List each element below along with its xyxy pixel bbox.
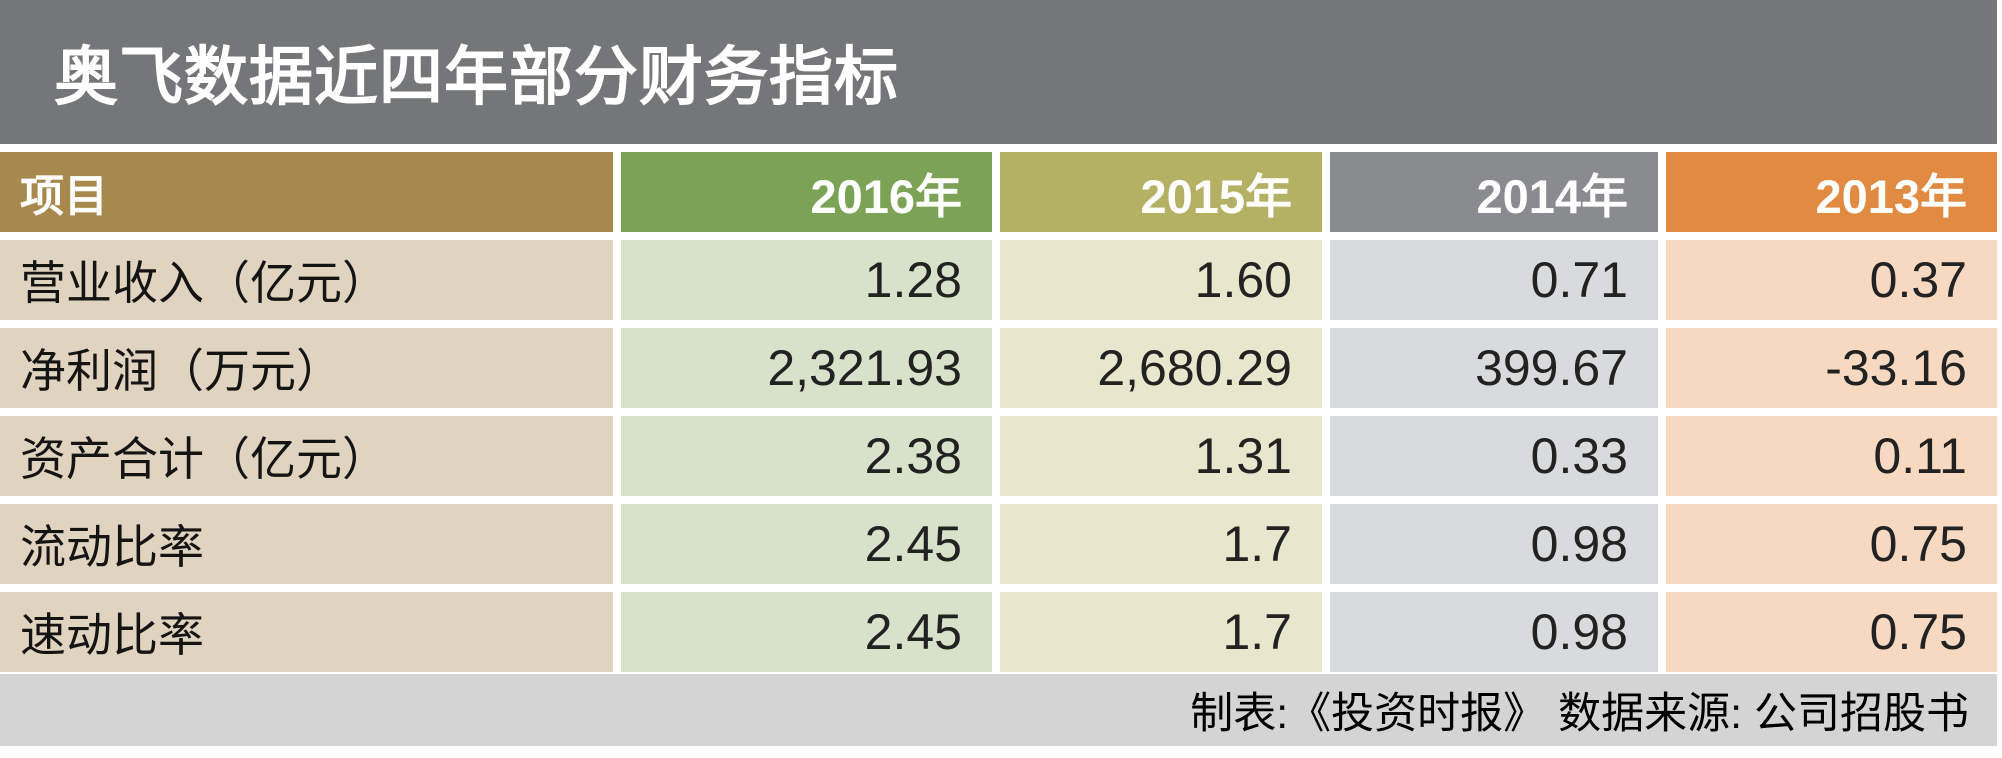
cell-total-assets-2016: 2.38	[621, 416, 992, 496]
cell-revenue-2016: 1.28	[621, 240, 992, 320]
page-title: 奥飞数据近四年部分财务指标	[0, 0, 1997, 144]
cell-net-profit-2015: 2,680.29	[1000, 328, 1322, 408]
cell-current-ratio-2015: 1.7	[1000, 504, 1322, 584]
cell-revenue-2013: 0.37	[1666, 240, 1997, 320]
cell-net-profit-2013: -33.16	[1666, 328, 1997, 408]
cell-current-ratio-2014: 0.98	[1330, 504, 1658, 584]
cell-total-assets-2015: 1.31	[1000, 416, 1322, 496]
cell-current-ratio-2016: 2.45	[621, 504, 992, 584]
source-credit: 制表:《投资时报》 数据来源: 公司招股书	[0, 674, 1997, 746]
row-label-net-profit: 净利润（万元）	[0, 328, 613, 408]
cell-revenue-2015: 1.60	[1000, 240, 1322, 320]
cell-quick-ratio-2014: 0.98	[1330, 592, 1658, 672]
cell-net-profit-2016: 2,321.93	[621, 328, 992, 408]
row-label-revenue: 营业收入（亿元）	[0, 240, 613, 320]
financial-table: 项目 2016年 2015年 2014年 2013年 营业收入（亿元） 1.28…	[0, 152, 1997, 672]
header-cell-2016: 2016年	[621, 152, 992, 232]
cell-total-assets-2014: 0.33	[1330, 416, 1658, 496]
row-label-quick-ratio: 速动比率	[0, 592, 613, 672]
cell-net-profit-2014: 399.67	[1330, 328, 1658, 408]
header-cell-item: 项目	[0, 152, 613, 232]
cell-quick-ratio-2016: 2.45	[621, 592, 992, 672]
header-cell-2014: 2014年	[1330, 152, 1658, 232]
cell-quick-ratio-2013: 0.75	[1666, 592, 1997, 672]
header-cell-2013: 2013年	[1666, 152, 1997, 232]
row-label-current-ratio: 流动比率	[0, 504, 613, 584]
row-label-total-assets: 资产合计（亿元）	[0, 416, 613, 496]
cell-quick-ratio-2015: 1.7	[1000, 592, 1322, 672]
cell-current-ratio-2013: 0.75	[1666, 504, 1997, 584]
cell-revenue-2014: 0.71	[1330, 240, 1658, 320]
header-cell-2015: 2015年	[1000, 152, 1322, 232]
cell-total-assets-2013: 0.11	[1666, 416, 1997, 496]
